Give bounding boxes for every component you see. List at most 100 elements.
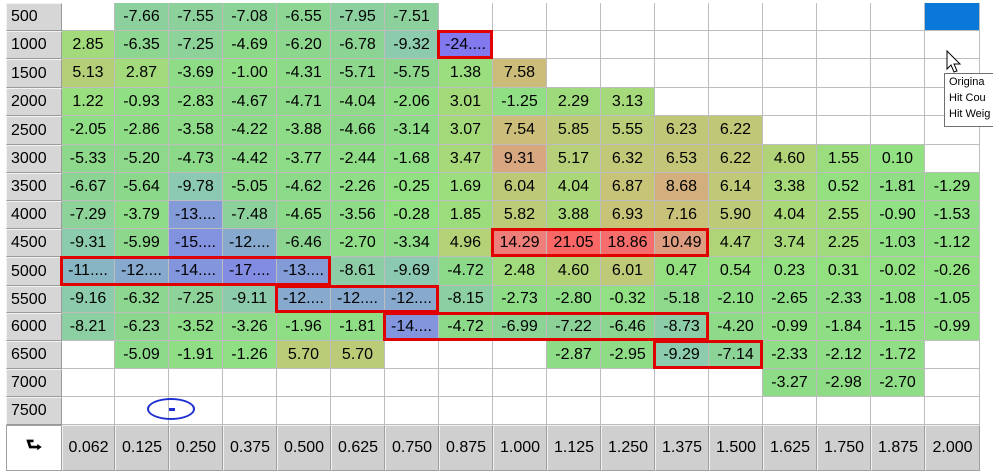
table-cell[interactable]	[439, 397, 493, 425]
table-cell[interactable]: -9.69	[385, 257, 439, 286]
table-cell[interactable]	[115, 369, 169, 397]
table-cell[interactable]: 4.04	[763, 201, 817, 229]
table-cell[interactable]: -0.93	[115, 88, 169, 116]
table-cell[interactable]: 6.32	[601, 145, 655, 173]
table-cell[interactable]	[925, 341, 980, 369]
table-cell[interactable]: -5.99	[115, 229, 169, 257]
table-cell[interactable]: 6.23	[655, 116, 709, 145]
table-cell[interactable]: -3.88	[277, 116, 331, 145]
table-cell[interactable]: -6.35	[115, 31, 169, 59]
table-cell[interactable]: -12....	[223, 229, 277, 257]
table-cell[interactable]: -12....	[115, 257, 169, 286]
table-cell[interactable]: -4.20	[709, 313, 763, 341]
table-cell[interactable]: 3.47	[439, 145, 493, 173]
table-cell[interactable]	[655, 31, 709, 59]
table-cell[interactable]: -2.70	[331, 229, 385, 257]
table-cell[interactable]: 5.70	[331, 341, 385, 369]
table-cell[interactable]: -8.73	[655, 313, 709, 341]
table-cell[interactable]	[62, 3, 115, 31]
table-cell[interactable]: -8.15	[439, 286, 493, 313]
table-cell[interactable]: -2.44	[331, 145, 385, 173]
table-cell[interactable]: -1.03	[871, 229, 925, 257]
table-cell[interactable]: -0.99	[925, 313, 980, 341]
table-cell[interactable]: 0.52	[817, 173, 871, 201]
table-cell[interactable]	[655, 88, 709, 116]
table-cell[interactable]	[925, 397, 980, 425]
table-cell[interactable]: -9.32	[385, 31, 439, 59]
table-cell[interactable]: -2.26	[331, 173, 385, 201]
table-cell[interactable]: -9.78	[169, 173, 223, 201]
table-cell[interactable]: 0.31	[817, 257, 871, 286]
table-cell[interactable]	[763, 59, 817, 88]
table-cell[interactable]: -13....	[277, 257, 331, 286]
table-cell[interactable]: 18.86	[601, 229, 655, 257]
table-cell[interactable]: -3.58	[169, 116, 223, 145]
table-cell[interactable]	[601, 3, 655, 31]
table-cell[interactable]	[655, 3, 709, 31]
table-cell[interactable]: -1.81	[871, 173, 925, 201]
table-cell[interactable]: -3.27	[763, 369, 817, 397]
table-cell[interactable]	[601, 397, 655, 425]
table-cell[interactable]	[763, 3, 817, 31]
table-cell[interactable]	[169, 369, 223, 397]
table-cell[interactable]: -6.67	[62, 173, 115, 201]
table-cell[interactable]: -5.33	[62, 145, 115, 173]
table-cell[interactable]: -1.00	[223, 59, 277, 88]
table-cell[interactable]	[331, 369, 385, 397]
table-cell[interactable]: -2.87	[547, 341, 601, 369]
table-cell[interactable]: -5.18	[655, 286, 709, 313]
table-cell[interactable]: 9.31	[493, 145, 547, 173]
table-cell[interactable]: 5.17	[547, 145, 601, 173]
table-cell[interactable]: -5.71	[331, 59, 385, 88]
table-cell[interactable]	[655, 59, 709, 88]
table-cell[interactable]: 6.22	[709, 116, 763, 145]
table-cell[interactable]: 5.70	[277, 341, 331, 369]
table-cell[interactable]	[871, 59, 925, 88]
table-cell[interactable]: -14....	[169, 257, 223, 286]
table-cell[interactable]: -1.72	[871, 341, 925, 369]
table-cell[interactable]	[709, 88, 763, 116]
table-cell[interactable]: 21.05	[547, 229, 601, 257]
table-cell[interactable]	[763, 116, 817, 145]
table-cell[interactable]	[709, 369, 763, 397]
table-cell[interactable]: -1.29	[925, 173, 980, 201]
table-cell[interactable]: 7.16	[655, 201, 709, 229]
table-cell[interactable]: 2.25	[817, 229, 871, 257]
table-cell[interactable]: 6.04	[493, 173, 547, 201]
table-cell[interactable]: 4.96	[439, 229, 493, 257]
table-cell[interactable]: -5.05	[223, 173, 277, 201]
table-cell[interactable]: -9.16	[62, 286, 115, 313]
table-cell[interactable]: 3.13	[601, 88, 655, 116]
table-cell[interactable]: -6.20	[277, 31, 331, 59]
table-cell[interactable]: -1.96	[277, 313, 331, 341]
table-cell[interactable]	[655, 397, 709, 425]
table-cell[interactable]: -4.72	[439, 313, 493, 341]
table-cell[interactable]	[817, 397, 871, 425]
table-cell[interactable]: 6.14	[709, 173, 763, 201]
table-cell[interactable]: -5.64	[115, 173, 169, 201]
table-cell[interactable]: -9.29	[655, 341, 709, 369]
table-cell[interactable]: -13....	[169, 201, 223, 229]
table-cell[interactable]	[62, 369, 115, 397]
table-cell[interactable]: 3.38	[763, 173, 817, 201]
table-cell[interactable]: -1.84	[817, 313, 871, 341]
table-cell[interactable]: 5.13	[62, 59, 115, 88]
table-cell[interactable]: 7.58	[493, 59, 547, 88]
table-cell[interactable]: -1.15	[871, 313, 925, 341]
table-cell[interactable]: -14....	[385, 313, 439, 341]
table-cell[interactable]	[817, 3, 871, 31]
table-cell[interactable]	[439, 369, 493, 397]
table-cell[interactable]: -0.90	[871, 201, 925, 229]
table-cell[interactable]	[871, 88, 925, 116]
table-cell[interactable]	[439, 3, 493, 31]
table-cell[interactable]: -2.95	[601, 341, 655, 369]
table-cell[interactable]: -7.55	[169, 3, 223, 31]
table-cell[interactable]: -3.69	[169, 59, 223, 88]
table-cell[interactable]	[763, 88, 817, 116]
table-cell[interactable]: -2.98	[817, 369, 871, 397]
table-cell[interactable]	[709, 59, 763, 88]
table-cell[interactable]: -1.68	[385, 145, 439, 173]
table-cell[interactable]	[547, 397, 601, 425]
table-cell[interactable]: -3.26	[223, 313, 277, 341]
table-cell[interactable]: 1.69	[439, 173, 493, 201]
